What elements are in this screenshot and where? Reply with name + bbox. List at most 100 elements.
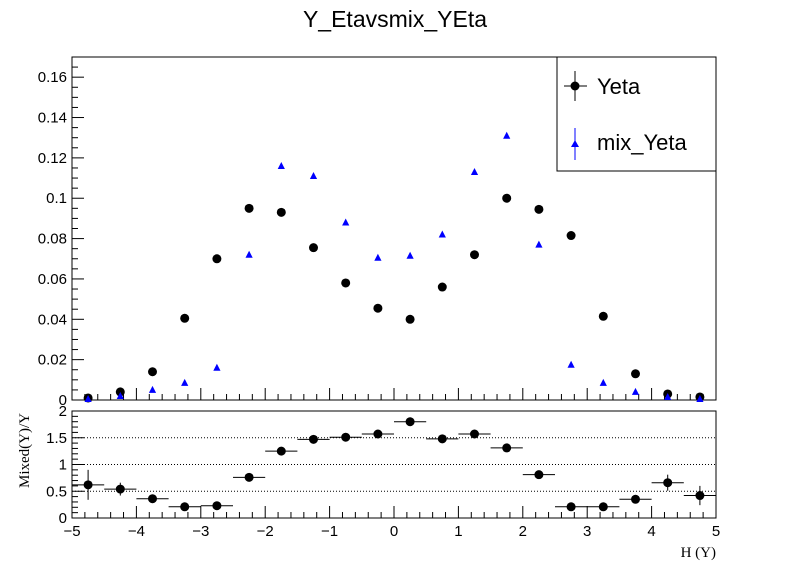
legend-marker-mix-yeta (571, 140, 579, 147)
top-y-tick-label: 0.04 (38, 311, 67, 328)
series-mix-yeta (84, 131, 704, 402)
ratio-point (148, 494, 157, 504)
yeta-point (212, 254, 222, 264)
yeta-point (405, 314, 415, 324)
top-plot-ticks (71, 56, 717, 401)
top-y-tick-label: 0.14 (38, 110, 67, 127)
ratio-y-tick-label: 0 (59, 510, 67, 527)
mix-yeta-point (599, 378, 607, 386)
mix-yeta-point (696, 394, 704, 402)
ratio-point (309, 434, 318, 444)
mix-yeta-point (245, 250, 253, 258)
top-y-tick-label: 0.08 (38, 231, 67, 248)
top-y-tick-label: 0.02 (38, 352, 67, 369)
ratio-gridlines (72, 437, 716, 492)
series-yeta (83, 193, 705, 403)
x-tick-labels: −5 −4 −3 −2 −1 0 1 2 3 4 5 (63, 523, 720, 540)
legend-entry-yeta: Yeta (564, 71, 641, 101)
yeta-point (276, 207, 286, 217)
yeta-point (115, 387, 125, 397)
yeta-point (148, 367, 157, 377)
ratio-point (83, 480, 93, 490)
top-y-tick-label: 0.16 (38, 69, 67, 86)
yeta-point (598, 311, 608, 321)
x-axis-title: H (Y) (681, 545, 716, 561)
mix-yeta-point (438, 230, 446, 238)
ratio-point (470, 429, 479, 439)
x-tick-label: −3 (192, 523, 209, 540)
ratio-point (534, 470, 544, 480)
yeta-point (566, 231, 576, 241)
mix-yeta-point (406, 251, 414, 259)
top-y-tick-label: 0.06 (38, 271, 67, 288)
yeta-point (502, 193, 512, 203)
x-tick-label: −1 (321, 523, 338, 540)
legend-label-yeta: Yeta (597, 74, 641, 99)
yeta-point (180, 313, 190, 323)
ratio-point (695, 491, 705, 501)
ratio-point (115, 484, 125, 494)
yeta-point (437, 282, 447, 292)
mix-yeta-point (116, 391, 124, 399)
ratio-point (341, 432, 351, 442)
ratio-point (405, 417, 415, 427)
y-axis-title: Mixed(Y)/Y (17, 413, 33, 488)
mix-yeta-point (664, 392, 672, 400)
top-y-tick-label: 0.12 (38, 150, 67, 167)
mix-yeta-point (374, 253, 382, 261)
ratio-point (244, 472, 254, 482)
legend-marker-yeta (570, 81, 580, 91)
ratio-point (631, 494, 640, 504)
ratio-point (663, 478, 673, 488)
ratio-point (276, 446, 286, 456)
mix-yeta-point (181, 378, 189, 386)
x-tick-label: −2 (257, 523, 274, 540)
mix-yeta-point (503, 131, 511, 139)
mix-yeta-point (567, 360, 575, 368)
mix-yeta-point (342, 218, 350, 226)
yeta-point (470, 250, 479, 260)
ratio-y-tick-label: 1.5 (46, 430, 67, 447)
mix-yeta-point (470, 168, 479, 176)
series-ratio (72, 417, 716, 512)
ratio-y-tick-labels: 0 0.5 1 1.5 2 (46, 403, 67, 527)
ratio-plot-ticks (71, 410, 717, 519)
yeta-point (631, 369, 640, 379)
mix-yeta-point (631, 387, 640, 395)
mix-yeta-point (148, 385, 157, 393)
legend-entry-mix-yeta: mix_Yeta (571, 128, 687, 160)
ratio-point (437, 434, 447, 444)
x-tick-label: 4 (647, 523, 655, 540)
x-tick-label: 0 (390, 523, 398, 540)
top-y-tick-label: 0 (59, 392, 67, 409)
top-y-tick-label: 0.1 (46, 190, 67, 207)
ratio-y-tick-label: 1 (59, 457, 67, 474)
yeta-point (309, 243, 318, 253)
x-tick-label: −5 (63, 523, 80, 540)
ratio-y-tick-label: 0.5 (46, 483, 67, 500)
mix-yeta-point (84, 394, 92, 402)
x-tick-label: −4 (128, 523, 145, 540)
ratio-point (373, 429, 383, 439)
legend: Yeta mix_Yeta (556, 56, 717, 172)
x-tick-label: 5 (712, 523, 720, 540)
mix-yeta-point (309, 172, 318, 180)
yeta-point (373, 303, 383, 313)
yeta-point (244, 203, 254, 213)
x-tick-label: 1 (454, 523, 462, 540)
ratio-y-tick-label: 2 (59, 403, 67, 420)
mix-yeta-point (277, 161, 285, 169)
mix-yeta-point (213, 363, 221, 371)
ratio-point (180, 502, 190, 512)
chart-title: Y_Etavsmix_YEta (303, 6, 487, 32)
top-y-tick-labels: 0 0.02 0.04 0.06 0.08 0.1 0.12 0.14 0.16 (38, 69, 67, 409)
mix-yeta-point (535, 240, 543, 248)
x-tick-label: 2 (519, 523, 527, 540)
x-tick-label: 3 (583, 523, 591, 540)
ratio-point (598, 502, 608, 512)
legend-label-mix-yeta: mix_Yeta (597, 130, 687, 155)
ratio-point (566, 502, 576, 512)
yeta-point (341, 278, 351, 288)
yeta-point (534, 204, 544, 214)
